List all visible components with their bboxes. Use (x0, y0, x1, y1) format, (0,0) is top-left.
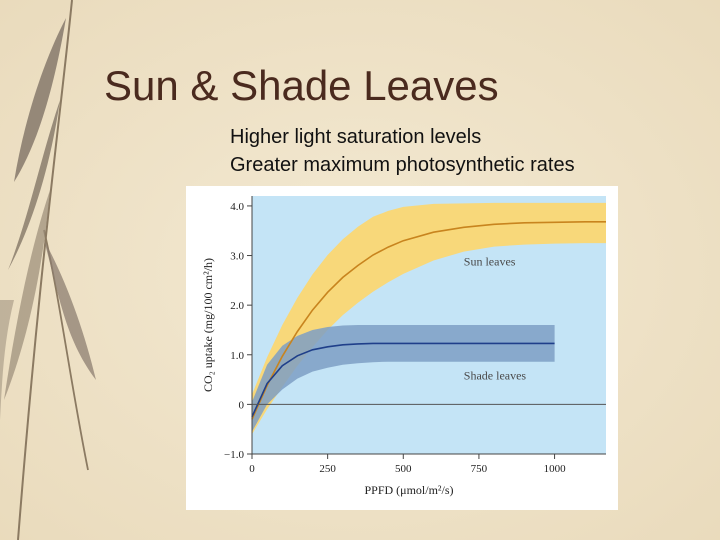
x-tick-label: 1000 (544, 463, 567, 475)
series-label-shade-leaves: Shade leaves (464, 369, 527, 383)
y-tick-label: 1.0 (230, 350, 244, 362)
x-tick-label: 500 (395, 463, 412, 475)
band-shade-leaves (252, 325, 555, 432)
chart-panel: −1.0 0 1.0 2.0 3.0 4.0 0 250 500 750 1000 Sun lea… (186, 186, 618, 510)
line-sun-leaves (251, 220, 606, 420)
y-axis-label: CO₂ uptake (mg/100 cm²/h) (201, 258, 215, 392)
band-sun-leaves (252, 202, 606, 435)
x-tick-label: 0 (249, 463, 255, 475)
bullet-photosynthetic-rates: Greater maximum photosynthetic rates (230, 154, 575, 176)
y-tick-label: −1.0 (224, 449, 244, 461)
series-label-sun-leaves: Sun leaves (464, 254, 516, 268)
y-tick-label: 2.0 (230, 300, 244, 312)
y-tick-label: 3.0 (230, 251, 244, 263)
y-tick-label: 4.0 (230, 201, 244, 213)
x-tick-label: 750 (471, 463, 488, 475)
co2-uptake-chart: −1.0 0 1.0 2.0 3.0 4.0 0 250 500 750 1000 Sun lea… (201, 196, 606, 497)
x-tick-label: 250 (319, 463, 336, 475)
leaf-sprig-decoration (0, 0, 96, 540)
y-tick-label: 0 (239, 399, 245, 411)
x-axis-label: PPFD (μmol/m²/s) (364, 483, 453, 497)
slide-title: Sun & Shade Leaves (104, 62, 499, 109)
line-shade-leaves (251, 342, 555, 418)
bullet-light-saturation: Higher light saturation levels (230, 126, 482, 148)
